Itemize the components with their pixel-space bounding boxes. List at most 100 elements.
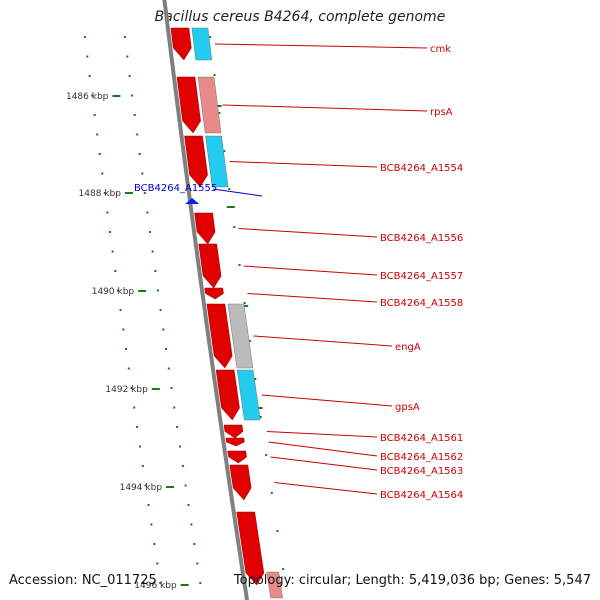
gene-arrow	[184, 135, 208, 188]
minor-tick	[138, 445, 141, 448]
gene-arrow	[225, 437, 245, 447]
gene-arrow	[215, 369, 240, 421]
tick-label: 1494 kbp	[120, 483, 163, 493]
leader-line	[261, 394, 393, 407]
minor-tick	[111, 250, 114, 253]
minor-tick	[238, 264, 241, 266]
minor-tick	[159, 582, 162, 584]
leader-line	[266, 431, 378, 438]
minor-tick	[130, 387, 133, 389]
minor-tick	[218, 112, 221, 114]
gene-label: gpsA	[395, 402, 420, 413]
minor-tick	[178, 445, 181, 448]
minor-tick	[128, 75, 131, 77]
genome-backbone	[162, 0, 250, 600]
tick-label: 1492 kbp	[105, 385, 148, 395]
minor-tick	[243, 302, 246, 304]
accession-text: Accession: NC_011725	[9, 573, 157, 588]
gene-label: cmk	[430, 44, 451, 55]
leader-line	[243, 265, 378, 276]
cog-box	[236, 369, 261, 421]
minor-tick	[146, 211, 149, 214]
minor-tick	[91, 94, 94, 97]
tick-label: 1496 kbp	[134, 581, 177, 591]
leader-line	[229, 161, 378, 168]
minor-tick	[265, 454, 268, 456]
minor-tick	[136, 426, 139, 428]
gene-arrow	[236, 511, 265, 586]
minor-tick	[165, 348, 167, 350]
minor-tick	[93, 114, 96, 116]
gene-arrow	[194, 212, 216, 245]
gene-label: engA	[395, 342, 421, 353]
leader-line	[238, 228, 378, 238]
minor-tick	[187, 504, 190, 506]
gene-arrow	[204, 287, 224, 300]
minor-tick	[109, 231, 111, 233]
minor-tick	[190, 523, 193, 526]
tick-label: 1488 kbp	[79, 189, 122, 199]
cog-box	[205, 135, 229, 188]
gene-arrow	[227, 450, 247, 464]
minor-tick	[199, 582, 202, 584]
minor-tick	[103, 192, 106, 194]
cog-box	[227, 303, 254, 369]
minor-tick	[196, 562, 199, 565]
minor-tick	[114, 270, 117, 272]
minor-tick	[276, 530, 279, 532]
leader-line	[270, 456, 378, 471]
minor-tick	[223, 150, 226, 152]
minor-tick	[173, 406, 176, 409]
minor-tick	[141, 465, 144, 467]
tick-label: 1490 kbp	[92, 287, 135, 297]
minor-tick	[259, 416, 262, 418]
gene-arrow	[170, 27, 192, 61]
gene-arrow	[229, 464, 252, 501]
minor-tick	[167, 367, 170, 370]
minor-tick	[208, 36, 211, 38]
gene-label: BCB4264_A1557	[380, 271, 463, 282]
cog-box	[266, 571, 283, 599]
minor-tick	[143, 192, 146, 194]
genome-title: Bacillus cereus B4264, complete genome	[154, 9, 446, 25]
minor-tick	[106, 211, 109, 214]
minor-tick	[98, 153, 101, 155]
minor-tick	[123, 36, 126, 38]
minor-tick	[149, 231, 151, 233]
cog-box	[197, 76, 222, 134]
leader-line	[274, 482, 378, 495]
gene-arrow	[206, 303, 233, 369]
gene-label: BCB4264_A1558	[380, 298, 463, 309]
minor-tick	[151, 250, 154, 253]
genome-summary-text: Topology: circular; Length: 5,419,036 bp…	[233, 573, 591, 588]
minor-tick	[133, 406, 136, 409]
minor-tick	[116, 289, 119, 292]
minor-tick	[96, 133, 99, 136]
leader-line	[212, 188, 263, 197]
minor-tick	[228, 188, 231, 190]
minor-tick	[154, 270, 157, 272]
gene-label: BCB4264_A1556	[380, 233, 463, 244]
minor-tick	[133, 114, 136, 116]
gene-label: rpsA	[430, 107, 453, 118]
gene-label: BCB4264_A1561	[380, 433, 463, 444]
gene-label: BCB4264_A1554	[380, 163, 463, 174]
minor-tick	[127, 367, 130, 370]
minor-tick	[159, 309, 162, 311]
minor-tick	[270, 492, 273, 494]
tick-label: 1486 kbp	[66, 92, 109, 102]
minor-tick	[181, 465, 184, 467]
minor-tick	[136, 133, 139, 136]
minor-tick	[144, 484, 147, 487]
minor-tick	[138, 153, 141, 155]
minor-tick	[176, 426, 179, 428]
leader-line	[268, 441, 378, 457]
minor-tick	[88, 75, 91, 77]
gene-label: BCB4264_A1564	[380, 490, 463, 501]
minor-tick	[86, 55, 89, 58]
minor-tick	[122, 328, 125, 331]
minor-tick	[282, 568, 285, 570]
minor-tick	[162, 328, 165, 331]
